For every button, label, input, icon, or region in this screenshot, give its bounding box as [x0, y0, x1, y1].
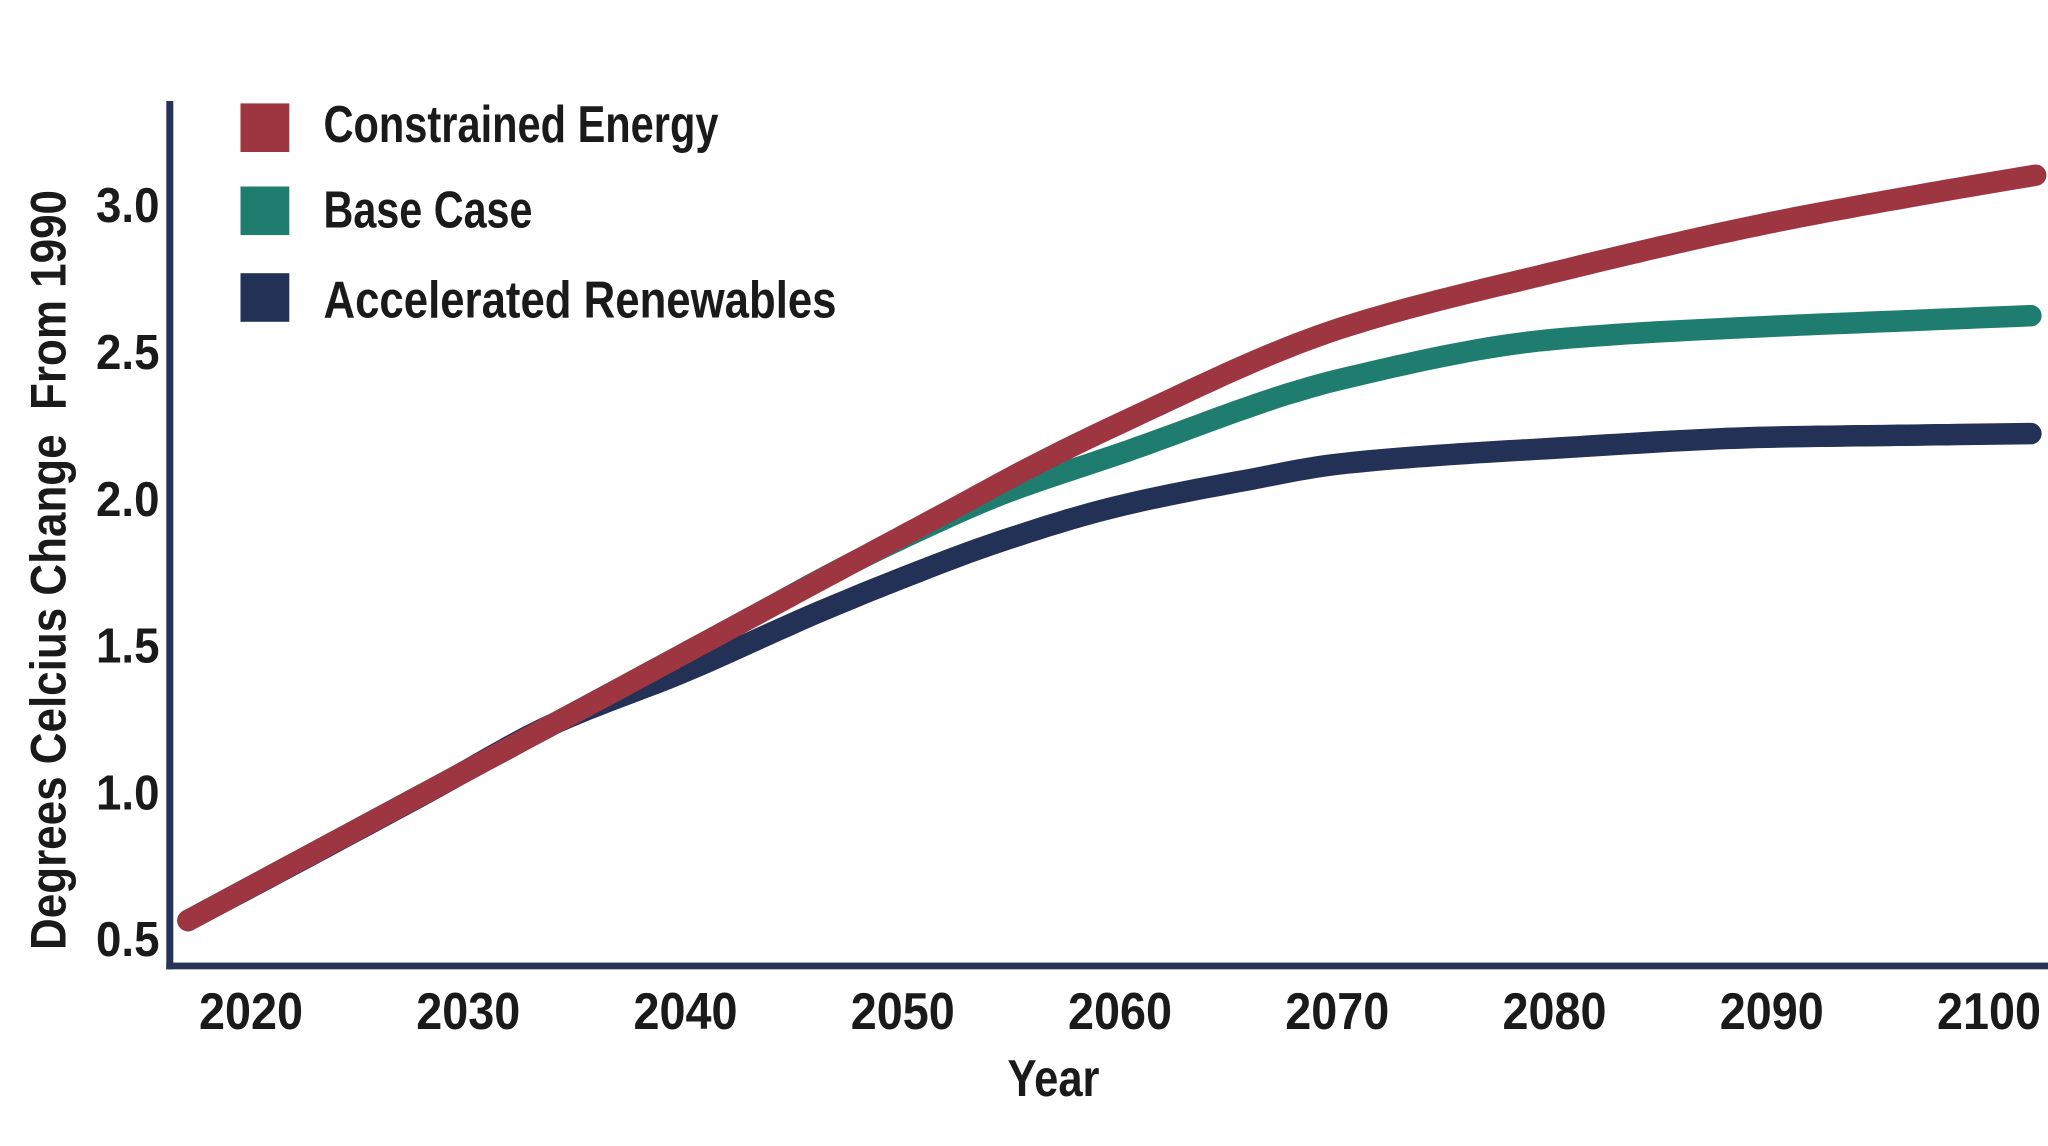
svg-text:Year: Year: [1008, 1050, 1100, 1108]
svg-text:3.0: 3.0: [96, 179, 160, 233]
svg-text:2100: 2100: [1937, 983, 2041, 1041]
svg-text:2080: 2080: [1503, 983, 1607, 1041]
svg-text:2030: 2030: [416, 983, 520, 1041]
svg-text:0.5: 0.5: [96, 913, 160, 967]
svg-text:Constrained Energy: Constrained Energy: [324, 96, 719, 154]
svg-text:2050: 2050: [851, 983, 955, 1041]
svg-text:2090: 2090: [1720, 983, 1824, 1041]
svg-text:Degrees Celcius Change From 1: Degrees Celcius Change From 1990: [20, 190, 76, 950]
svg-text:2040: 2040: [634, 983, 738, 1041]
svg-text:2060: 2060: [1068, 983, 1172, 1041]
svg-text:Accelerated Renewables: Accelerated Renewables: [324, 272, 837, 330]
svg-text:1.5: 1.5: [96, 620, 160, 674]
svg-text:2.5: 2.5: [96, 326, 160, 380]
svg-text:Base Case: Base Case: [324, 182, 533, 240]
svg-text:2.0: 2.0: [96, 473, 160, 527]
svg-text:1.0: 1.0: [96, 766, 160, 820]
svg-text:2020: 2020: [199, 983, 303, 1041]
svg-text:2070: 2070: [1285, 983, 1389, 1041]
